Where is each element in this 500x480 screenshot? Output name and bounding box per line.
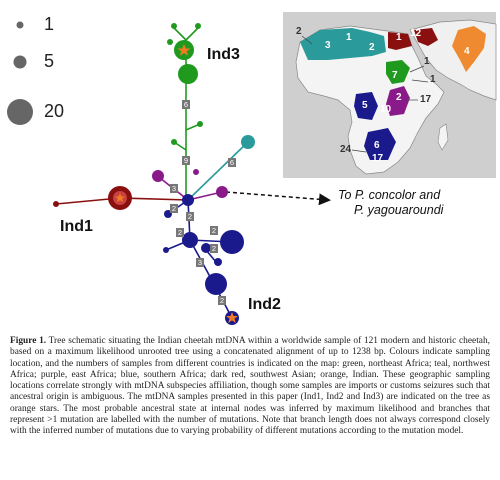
size-legend xyxy=(7,21,33,125)
map-count-nw-4: 1 xyxy=(346,32,352,43)
figure-caption: Figure 1. Tree schematic situating the I… xyxy=(10,336,490,438)
region-india xyxy=(452,26,486,72)
tree-nodes xyxy=(53,23,255,325)
node-blue-4 xyxy=(201,243,211,253)
region-south-blue-2 xyxy=(364,128,396,160)
map-count-nw-3: 2 xyxy=(369,42,375,53)
mutation-box-3 xyxy=(228,158,236,167)
node-blue-2 xyxy=(182,232,198,248)
region-nw-africa xyxy=(300,28,386,60)
mutation-box-11 xyxy=(176,228,184,237)
legend-label-5: 5 xyxy=(44,51,55,71)
ind1-star-icon xyxy=(115,193,125,203)
ind2-label: Ind2 xyxy=(248,296,281,313)
map-count-india: 4 xyxy=(464,46,470,57)
mutation-box-2 xyxy=(182,156,190,165)
mutation-labels: 6 9 6 3 2 2 2 2 3 2 2 xyxy=(170,100,236,305)
node-green-small-2 xyxy=(197,121,203,127)
caption-label: Figure 1. xyxy=(10,336,47,346)
mutation-box-1 xyxy=(182,100,190,109)
outgroup-label-line1: To P. concolor and xyxy=(338,188,441,202)
legend-circle-5 xyxy=(13,55,27,69)
map-count-nw-2: 3 xyxy=(325,40,331,51)
map-count-purple-10: 10 xyxy=(380,104,392,115)
ind3-star-icon xyxy=(177,44,191,56)
mutation-count-4: 3 xyxy=(172,184,176,193)
mutation-count-7: 2 xyxy=(212,226,216,235)
ind1-label: Ind1 xyxy=(60,218,93,235)
node-blue-6 xyxy=(205,273,227,295)
outgroup-label-line2: P. yagouaroundi xyxy=(354,203,444,217)
map-count-ne-1: 1 xyxy=(396,32,402,43)
node-purple-2 xyxy=(216,186,228,198)
mutation-count-9: 3 xyxy=(198,258,202,267)
region-ne-darkred xyxy=(388,32,412,50)
map-leader-lines xyxy=(301,35,429,153)
ind-stars xyxy=(115,44,238,323)
mutation-box-8 xyxy=(210,244,218,253)
node-purple-1 xyxy=(152,170,164,182)
node-green-top-left xyxy=(171,23,177,29)
mutation-box-6 xyxy=(186,212,194,221)
map-numbers: 2 3 2 1 1 12 4 7 1 1 2 10 17 5 6 24 17 xyxy=(296,26,470,164)
node-blue-5 xyxy=(214,258,222,266)
mutation-count-8: 2 xyxy=(212,244,216,253)
mutation-count-11: 2 xyxy=(178,228,182,237)
mutation-box-10 xyxy=(218,296,226,305)
legend-label-1: 1 xyxy=(44,14,55,34)
legend-circle-20 xyxy=(7,99,33,125)
mutation-count-5: 2 xyxy=(172,204,176,213)
mutation-count-10: 2 xyxy=(220,296,224,305)
region-ne-africa-green xyxy=(386,60,410,84)
node-darkred-tip xyxy=(53,201,59,207)
outgroup-label: To P. concolor and P. yagouaroundi xyxy=(338,188,498,218)
region-east-africa-purple xyxy=(386,86,410,116)
map-count-blue-5: 5 xyxy=(362,100,368,111)
map-count-blue-17: 17 xyxy=(372,153,384,164)
node-teal xyxy=(241,135,255,149)
outgroup-dashed-arrow xyxy=(225,191,331,206)
madagascar xyxy=(437,123,449,151)
mutation-box-9 xyxy=(196,258,204,267)
map-count-purple-17: 17 xyxy=(420,94,432,105)
legend-circle-1 xyxy=(16,21,24,29)
mutation-box-7 xyxy=(210,226,218,235)
caption-text: Tree schematic situating the Indian chee… xyxy=(10,336,490,437)
node-purple-3 xyxy=(193,169,199,175)
map-inset: 2 3 2 1 1 12 4 7 1 1 2 10 17 5 6 24 17 xyxy=(283,12,497,178)
map-count-ne-12: 12 xyxy=(410,28,422,39)
map-count-green-1: 1 xyxy=(424,56,430,67)
region-south-blue-1 xyxy=(354,92,378,120)
ind3-label: Ind3 xyxy=(207,46,240,63)
mutation-count-2: 9 xyxy=(184,156,188,165)
map-count-nw-1: 2 xyxy=(296,26,302,37)
mutation-count-6: 2 xyxy=(188,212,192,221)
mutation-box-4 xyxy=(170,184,178,193)
node-green-small-1 xyxy=(167,39,173,45)
node-blue-large xyxy=(220,230,244,254)
node-green-small-3 xyxy=(171,139,177,145)
map-count-green-7: 7 xyxy=(392,70,398,81)
node-hub xyxy=(182,194,194,206)
mutation-count-1: 6 xyxy=(184,100,188,109)
region-arabia-darkred xyxy=(414,28,438,46)
node-blue-3 xyxy=(163,247,169,253)
node-green-large xyxy=(178,64,198,84)
mutation-count-3: 6 xyxy=(230,158,234,167)
map-count-purple-2: 2 xyxy=(396,92,402,103)
map-count-blue-24: 24 xyxy=(340,144,352,155)
node-green-top-right xyxy=(195,23,201,29)
ind2-star-icon xyxy=(226,312,238,323)
mutation-box-5 xyxy=(170,204,178,213)
map-count-blue-6: 6 xyxy=(374,140,380,151)
legend-label-20: 20 xyxy=(44,101,65,121)
map-count-green-1b: 1 xyxy=(430,74,436,85)
